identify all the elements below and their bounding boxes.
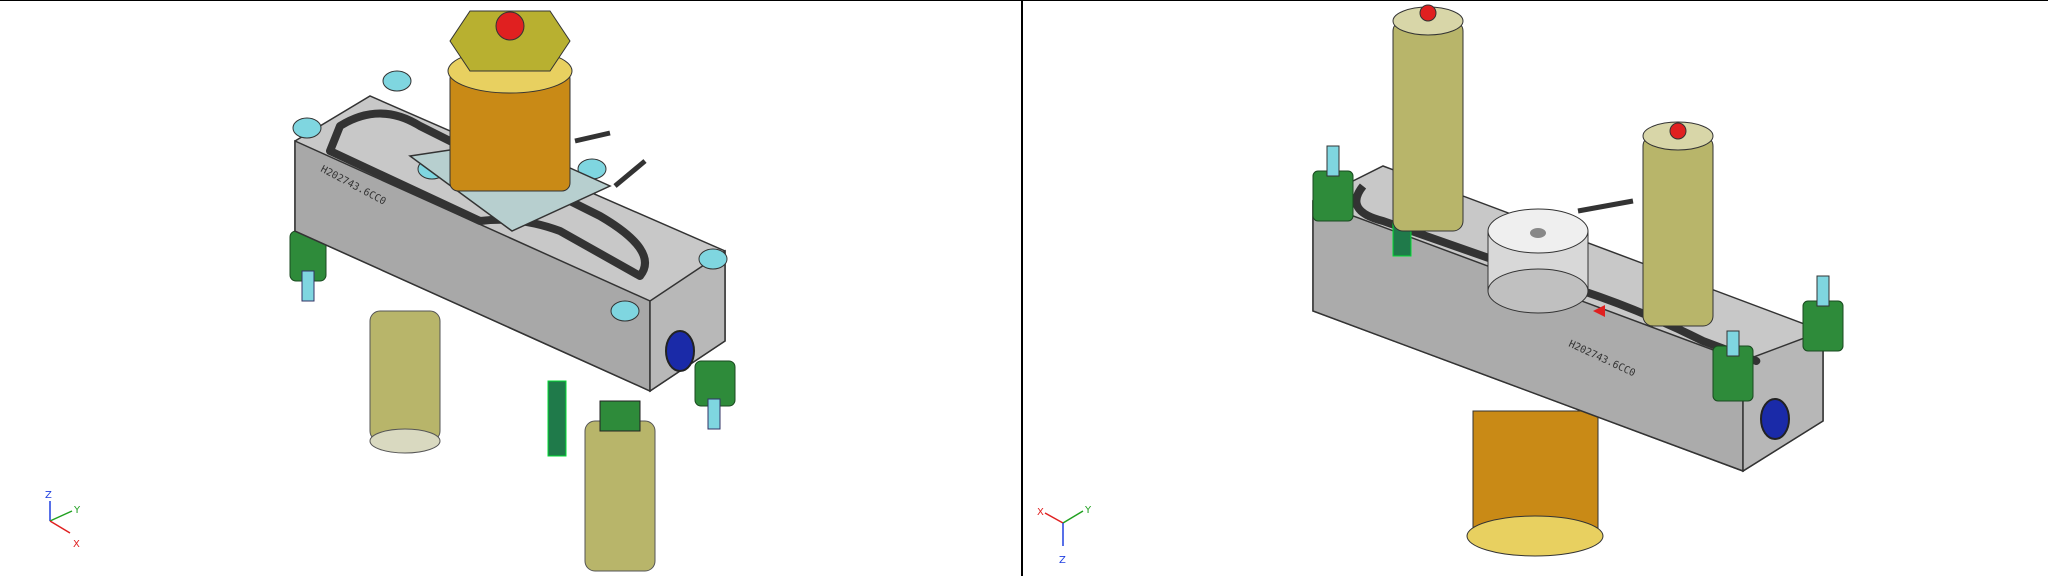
model-view-left[interactable]: H202743.6CC0 Z Y X	[0, 1, 1021, 576]
tube-2	[613, 159, 647, 188]
bolt-7	[610, 300, 640, 322]
tube-1	[1577, 198, 1634, 214]
coil-left	[1392, 4, 1464, 232]
post-4	[1802, 275, 1844, 352]
manifold-block	[1312, 165, 1824, 473]
model-view-right[interactable]: H202743.6CC0 X Y Z	[1023, 1, 2048, 576]
post-3	[1712, 330, 1754, 402]
blue-port	[665, 330, 695, 372]
center-disc	[1487, 208, 1589, 314]
viewport-right[interactable]: H202743.6CC0 X Y Z	[1023, 0, 2048, 576]
bolt-6	[698, 248, 728, 270]
blue-port	[1760, 398, 1790, 440]
tube-1	[574, 130, 611, 144]
axis-z-label: Z	[45, 490, 52, 501]
green-rod	[547, 380, 567, 457]
viewport-left[interactable]: H202743.6CC0 Z Y X	[0, 0, 1021, 576]
axis-z-label: Z	[1059, 555, 1066, 566]
lower-cylinder-right	[584, 400, 656, 572]
axis-triad-right: X Y Z	[1037, 505, 1092, 566]
axis-triad-left: Z Y X	[45, 490, 81, 550]
post-1	[1312, 145, 1354, 222]
axis-y-label: Y	[1084, 505, 1092, 516]
lower-cylinder-left	[369, 310, 441, 454]
green-post-right	[694, 360, 736, 430]
lower-coil	[1466, 410, 1604, 557]
viewport-divider[interactable]	[1021, 0, 1023, 576]
main-coil	[447, 10, 573, 192]
green-post-left	[289, 230, 327, 302]
axis-y-label: Y	[73, 505, 81, 516]
red-marker	[1593, 305, 1605, 317]
coil-right	[1642, 121, 1714, 327]
axis-x-label: X	[73, 539, 80, 550]
axis-x-label: X	[1037, 507, 1044, 518]
bolt-2	[382, 70, 412, 92]
bolt-1	[292, 117, 322, 139]
